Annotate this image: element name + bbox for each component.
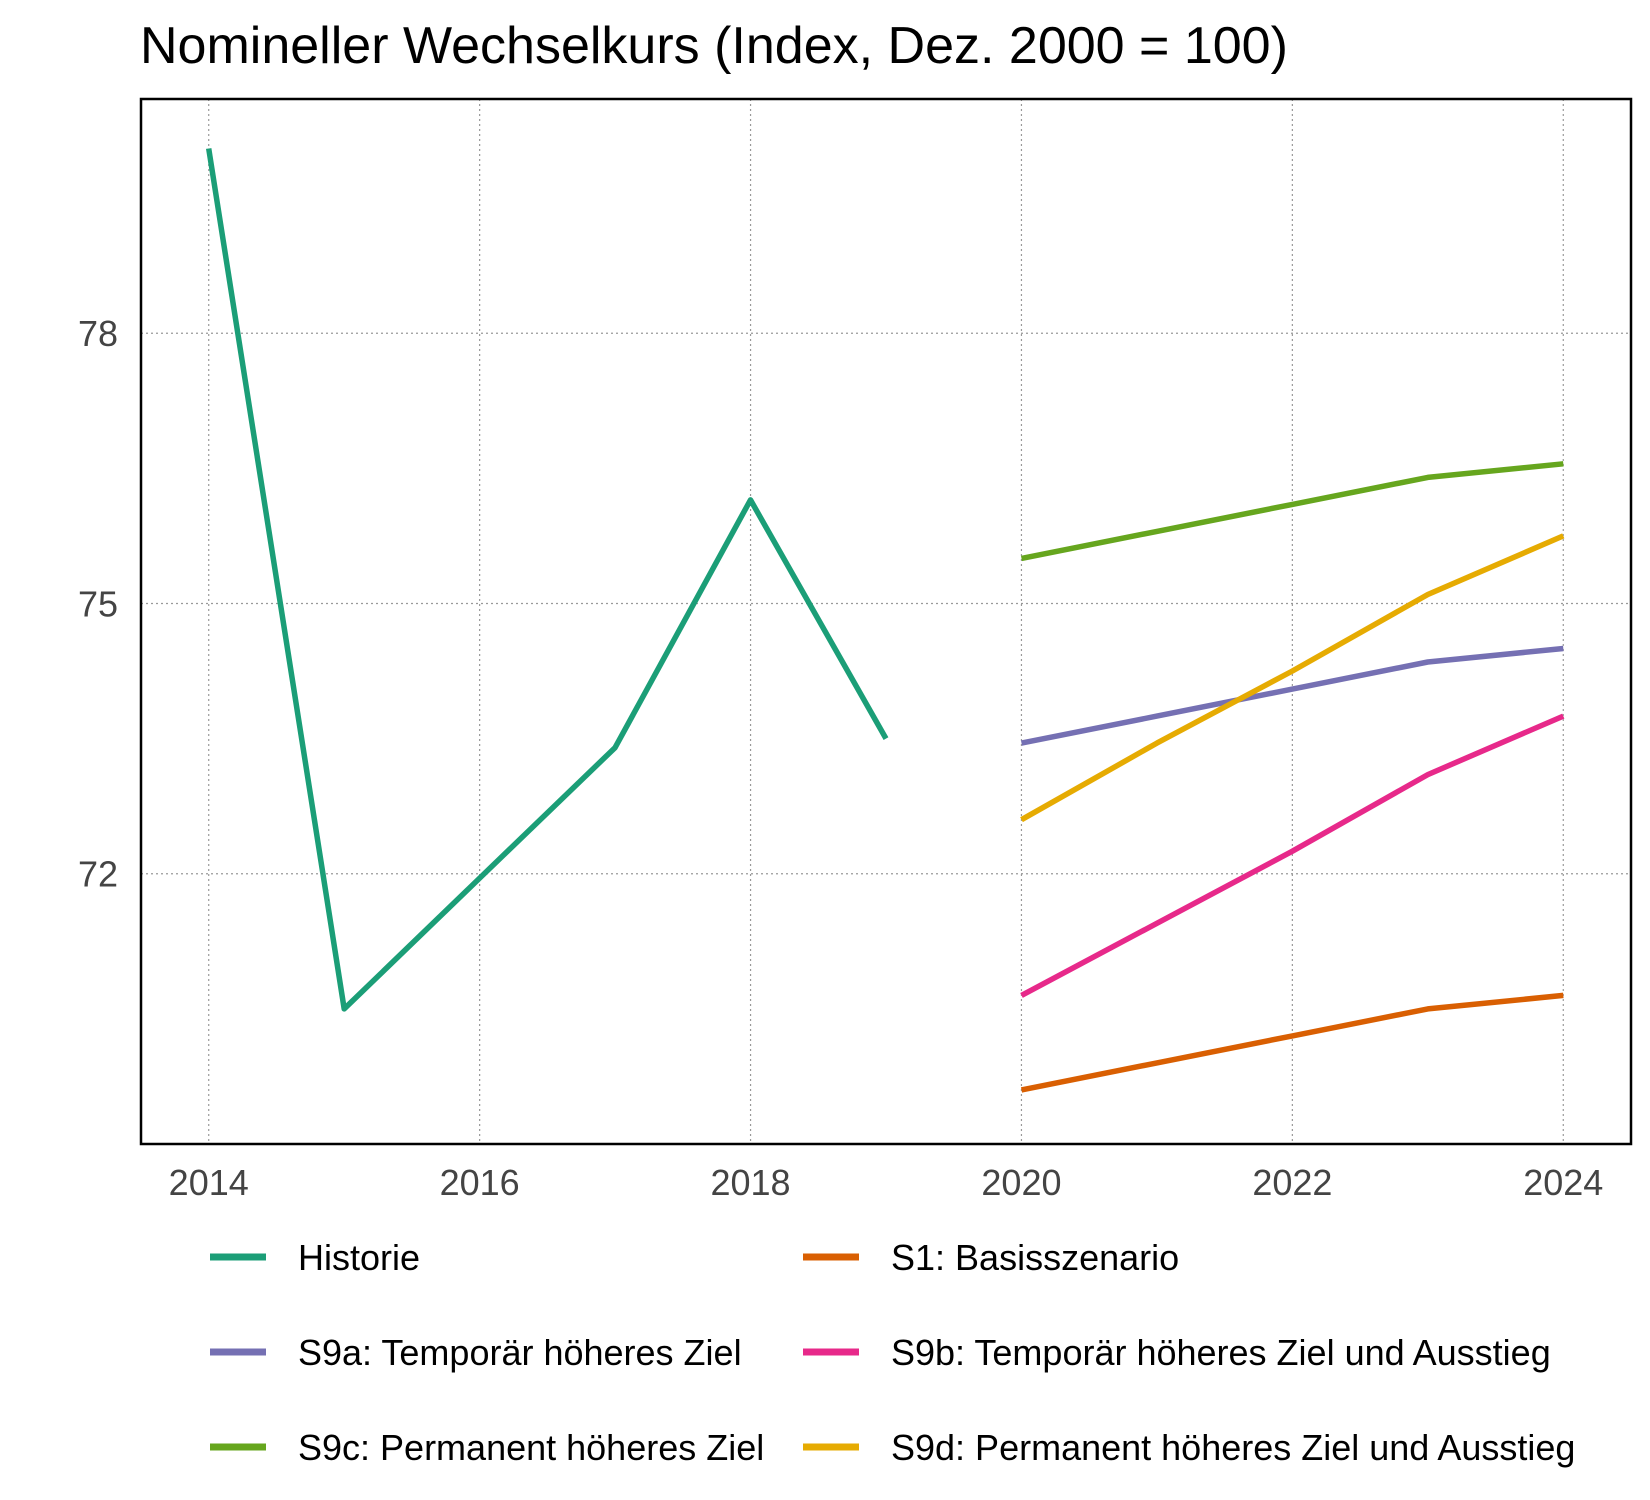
y-tick-label: 78 [78,313,118,354]
legend-label: S9c: Permanent höheres Ziel [298,1427,764,1468]
chart-title: Nomineller Wechselkurs (Index, Dez. 2000… [140,17,1288,75]
legend-label: S9d: Permanent höheres Ziel und Ausstieg [891,1427,1575,1468]
series-line [209,149,886,1009]
legend-label: S9a: Temporär höheres Ziel [298,1332,742,1373]
series-lines [209,149,1564,1090]
x-tick-label: 2020 [981,1162,1061,1203]
x-tick-label: 2022 [1252,1162,1332,1203]
x-tick-label: 2018 [710,1162,790,1203]
legend-label: S1: Basisszenario [891,1237,1179,1278]
x-tick-label: 2024 [1523,1162,1603,1203]
legend-label: Historie [298,1237,420,1278]
legend: Historie S1: Basisszenario S9a: Temporär h… [210,1237,1575,1468]
legend-label: S9b: Temporär höheres Ziel und Ausstieg [891,1332,1551,1373]
y-tick-label: 75 [78,583,118,624]
y-tick-label: 72 [78,854,118,895]
x-tick-label: 2016 [440,1162,520,1203]
x-tick-label: 2014 [169,1162,249,1203]
series-line [1022,536,1564,820]
